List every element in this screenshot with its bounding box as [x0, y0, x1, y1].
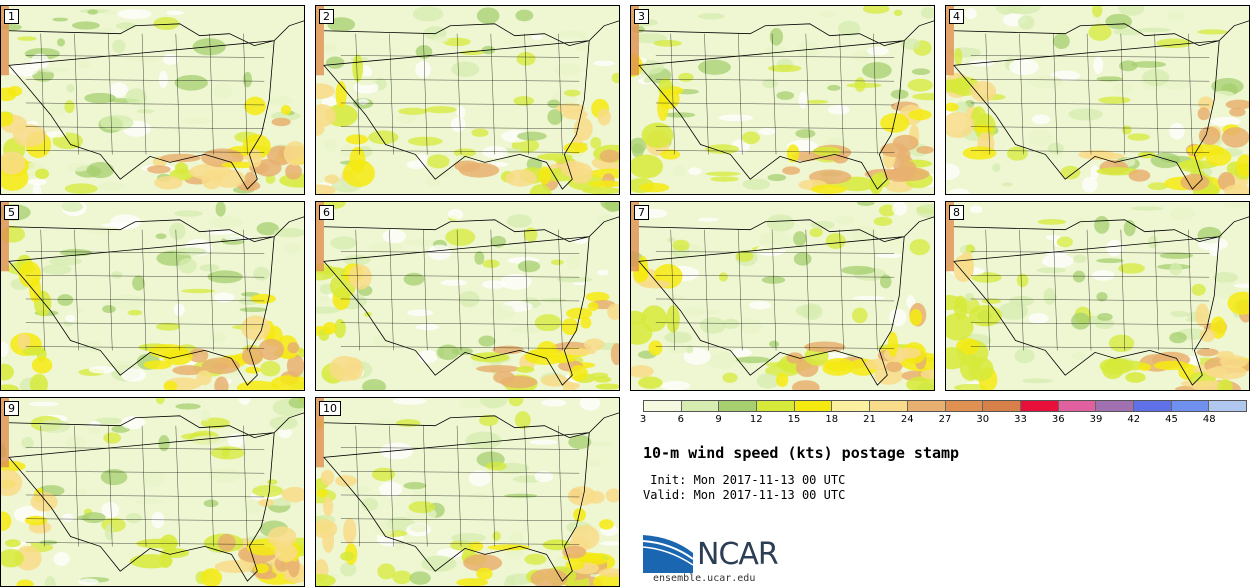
panel-label: 7 [634, 205, 649, 220]
colorbar-swatch [719, 401, 758, 411]
chart-title: 10-m wind speed (kts) postage stamp [643, 444, 960, 462]
wind-field-map [631, 202, 934, 390]
colorbar-tick-label: 48 [1202, 414, 1216, 425]
stamp-panel-3: 3 [630, 5, 935, 195]
colorbar-tick-label: 42 [1127, 414, 1141, 425]
colorbar-swatch [1133, 401, 1172, 411]
stamp-panel-6: 6 [315, 201, 620, 391]
site-url: ensemble.ucar.edu [653, 573, 756, 584]
stamp-panel-1: 1 [0, 5, 305, 195]
panel-label: 6 [319, 205, 334, 220]
wind-field-map [946, 6, 1249, 194]
colorbar-tick-label: 9 [715, 414, 722, 425]
colorbar-swatch [907, 401, 946, 411]
colorbar-tick-label: 15 [787, 414, 801, 425]
panel-label: 2 [319, 9, 334, 24]
colorbar-tick-label: 6 [677, 414, 684, 425]
colorbar-ticks: 3 6 9 12 15 18 21 24 27 30 33 36 39 42 45 48 [639, 414, 1247, 428]
wind-field-map [316, 6, 619, 194]
wind-field-map [631, 6, 934, 194]
colorbar-tick-label: 24 [900, 414, 914, 425]
panel-label: 9 [4, 401, 19, 416]
colorbar-tick-label: 27 [938, 414, 952, 425]
valid-time: Valid: Mon 2017-11-13 00 UTC [643, 488, 846, 502]
ncar-logo-text: NCAR [697, 537, 779, 572]
colorbar-swatch [832, 401, 871, 411]
colorbar-swatch [983, 401, 1021, 411]
panel-label: 4 [949, 9, 964, 24]
stamp-panel-2: 2 [315, 5, 620, 195]
colorbar-tick-label: 45 [1165, 414, 1178, 425]
colorbar-swatch [1058, 401, 1097, 411]
panel-label: 10 [319, 401, 341, 416]
stamp-panel-9: 9 [0, 397, 305, 587]
panel-label: 1 [4, 9, 19, 24]
colorbar-swatch [681, 401, 720, 411]
wind-field-map [316, 202, 619, 390]
colorbar-tick-label: 3 [639, 414, 647, 425]
wind-field-map [946, 202, 1249, 390]
colorbar-swatch [794, 401, 833, 411]
colorbar-tick-label: 33 [1014, 414, 1027, 425]
colorbar-swatch [870, 401, 908, 411]
colorbar-swatch [1209, 401, 1246, 411]
wind-field-map [1, 6, 304, 194]
colorbar-tick-label: 18 [825, 414, 839, 425]
colorbar-swatch [945, 401, 984, 411]
colorbar [643, 400, 1247, 412]
colorbar-tick-label: 36 [1051, 414, 1065, 425]
colorbar-tick-label: 12 [749, 414, 763, 425]
wind-field-map [1, 398, 304, 586]
colorbar-swatch [1171, 401, 1210, 411]
init-time: Init: Mon 2017-11-13 00 UTC [643, 473, 846, 487]
panel-label: 5 [4, 205, 19, 220]
stamp-panel-8: 8 [945, 201, 1250, 391]
stamp-panel-4: 4 [945, 5, 1250, 195]
colorbar-tick-label: 39 [1089, 414, 1103, 425]
colorbar-tick-label: 21 [863, 414, 876, 425]
panel-label: 3 [634, 9, 649, 24]
stamp-panel-7: 7 [630, 201, 935, 391]
wind-field-map [1, 202, 304, 390]
stamp-panel-5: 5 [0, 201, 305, 391]
colorbar-swatch [757, 401, 795, 411]
colorbar-swatch [1096, 401, 1134, 411]
wind-field-map [316, 398, 619, 586]
ncar-logo-icon [643, 535, 694, 573]
colorbar-swatch [1020, 401, 1059, 411]
colorbar-swatch [644, 401, 682, 411]
colorbar-tick-label: 30 [976, 414, 990, 425]
stamp-panel-10: 10 [315, 397, 620, 587]
panel-label: 8 [949, 205, 964, 220]
